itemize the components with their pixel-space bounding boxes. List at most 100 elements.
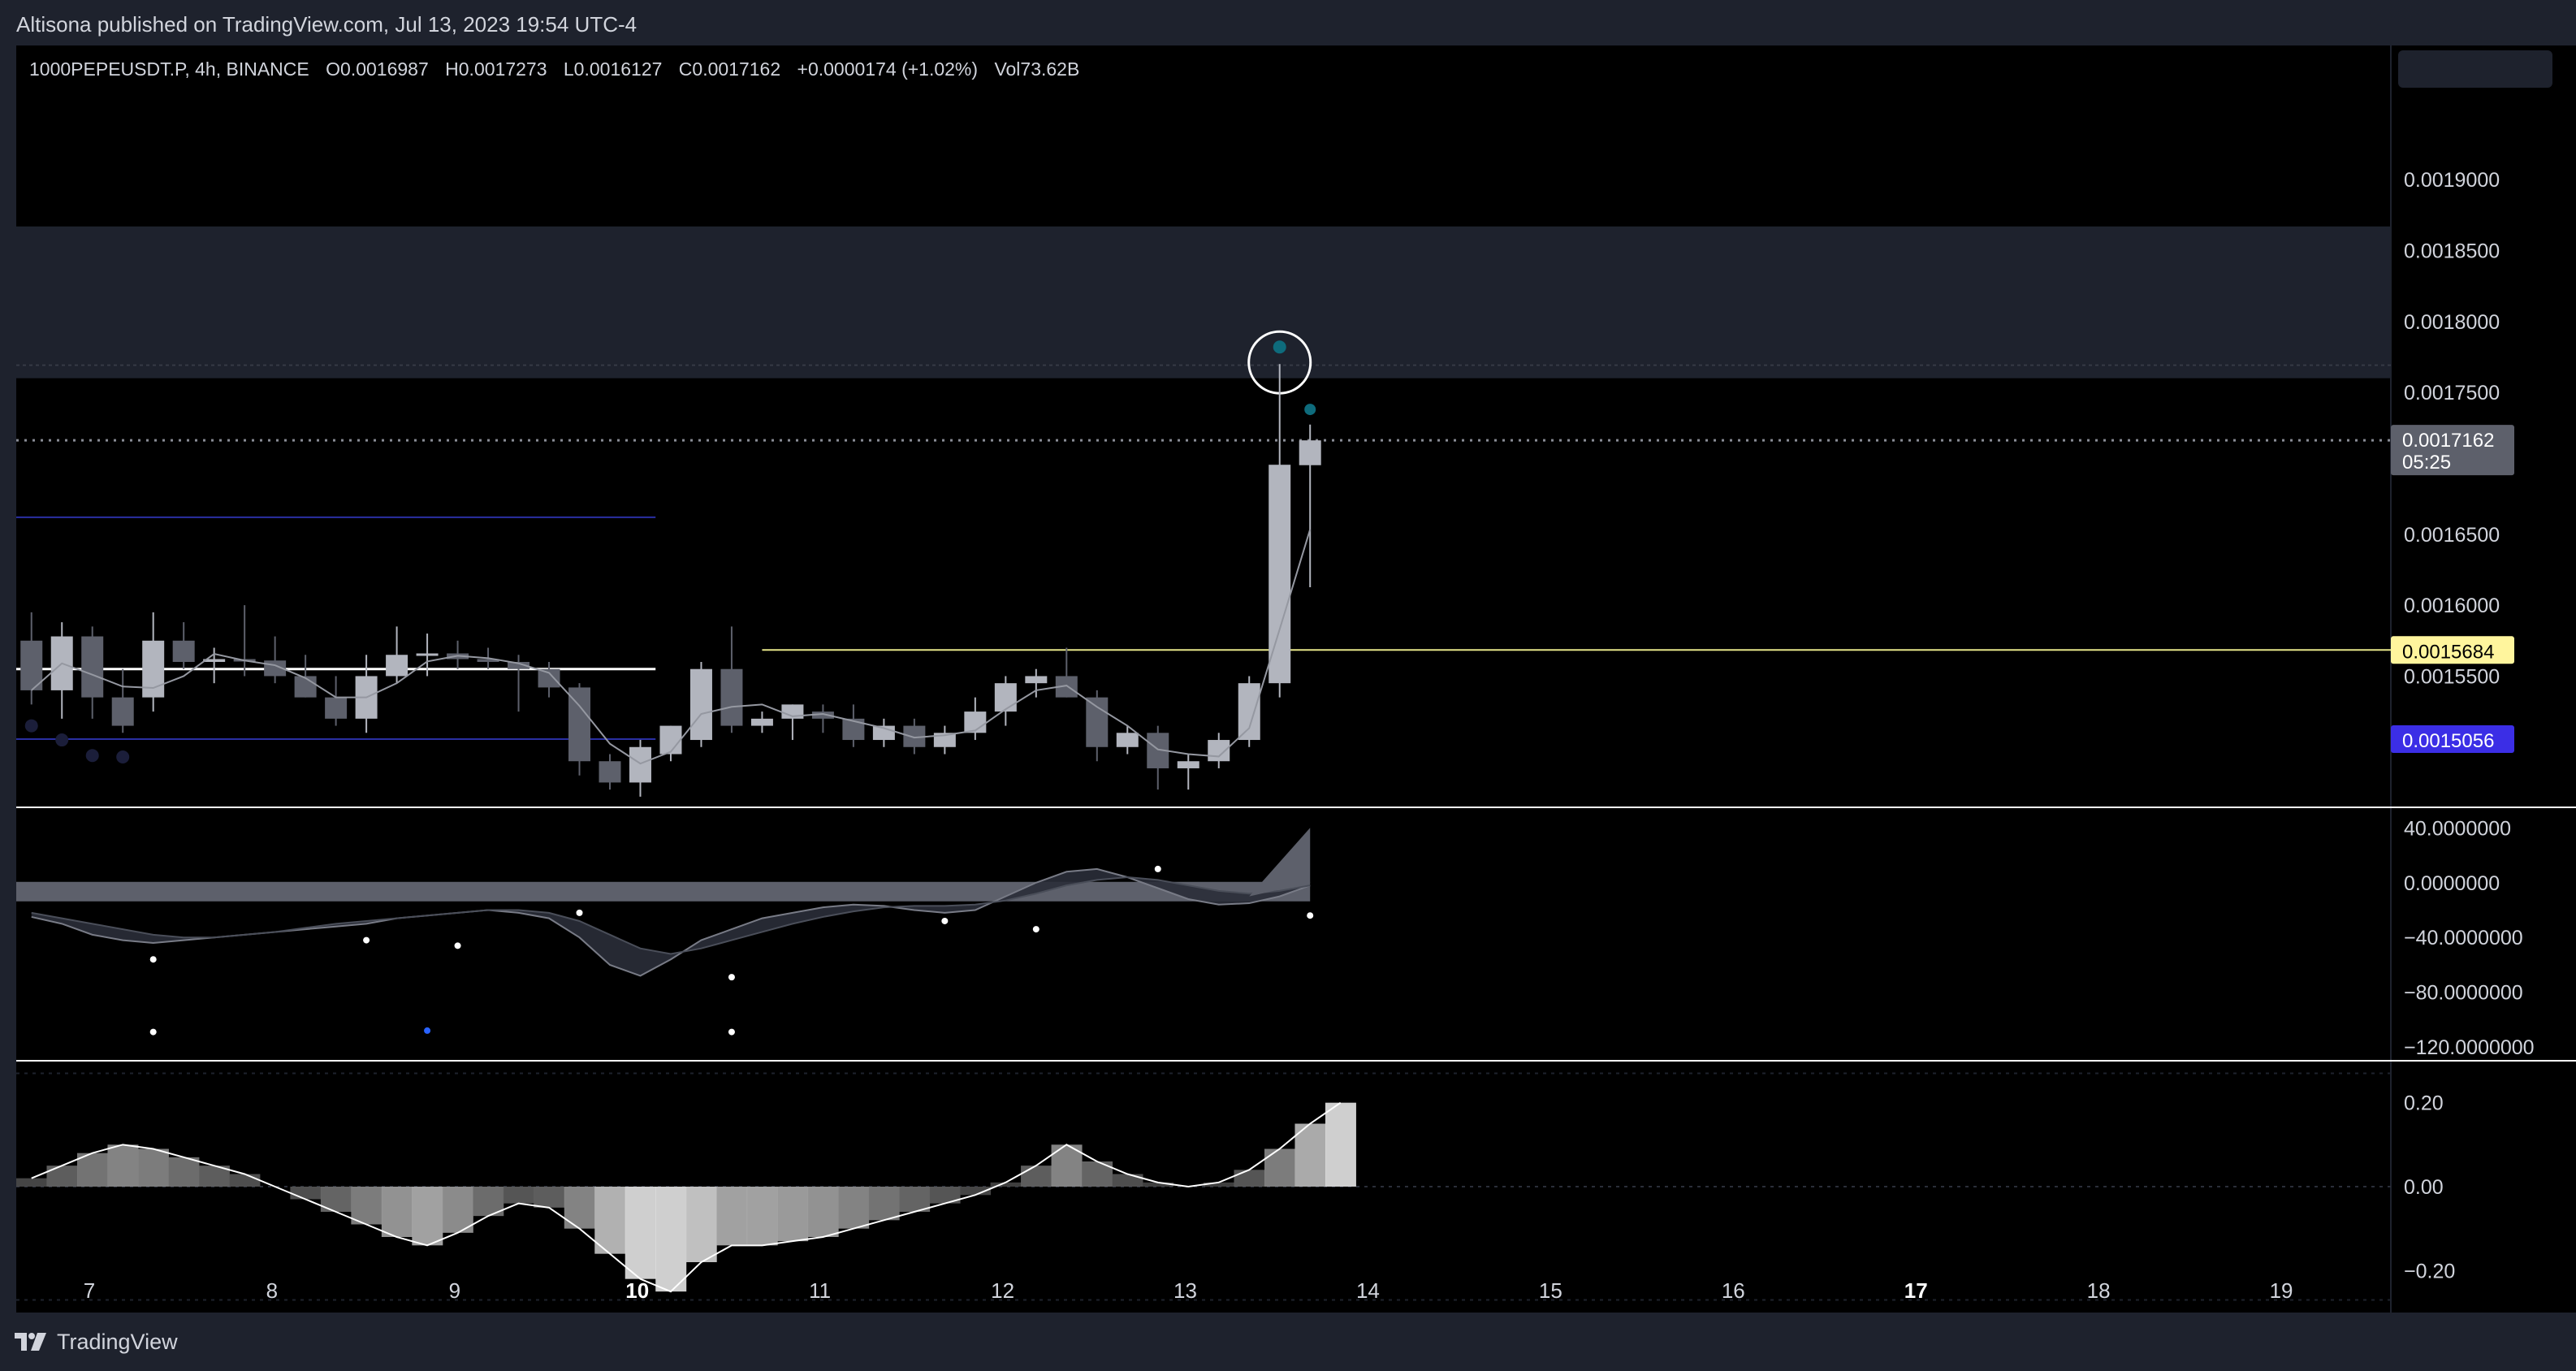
- histogram-bar: [625, 1187, 656, 1279]
- legend-low: L0.0016127: [564, 58, 663, 80]
- date-tick-label: 16: [1722, 1278, 1745, 1303]
- date-tick-label: 17: [1904, 1278, 1928, 1303]
- indicator-1-tick-label: 0.0000000: [2404, 872, 2500, 895]
- ohlc-legend: 1000PEPEUSDT.P, 4h, BINANCE O0.0016987 H…: [29, 58, 1079, 80]
- histogram-bar: [442, 1187, 473, 1233]
- date-tick-label: 12: [991, 1278, 1014, 1303]
- candle: [81, 626, 104, 719]
- indicator-1-dot: [363, 936, 370, 944]
- legend-close: C0.0017162: [679, 58, 780, 80]
- indicator-dot: [85, 749, 99, 763]
- indicator-dot: [55, 733, 69, 747]
- histogram-bar: [990, 1182, 1022, 1187]
- indicator-1-pane: [16, 828, 1314, 1036]
- candle: [811, 704, 834, 733]
- footer: TradingView: [0, 1313, 2576, 1371]
- candle: [538, 661, 560, 698]
- candle-body: [1238, 683, 1260, 741]
- candle: [1116, 725, 1139, 755]
- candle-body: [142, 640, 165, 698]
- candle-body: [964, 711, 987, 733]
- candle: [964, 697, 987, 741]
- histogram-bar: [137, 1148, 169, 1187]
- candle-body: [659, 725, 682, 755]
- candle-body: [81, 636, 104, 698]
- histogram-bar: [76, 1153, 108, 1187]
- signal-dot: [1273, 340, 1286, 354]
- histogram-bar: [534, 1187, 565, 1208]
- blue-level-tag: 0.0015056: [2391, 724, 2514, 753]
- histogram-bar: [868, 1187, 900, 1221]
- candle-body: [1025, 676, 1048, 684]
- candle-body: [1116, 733, 1139, 747]
- candle-body: [1086, 697, 1109, 747]
- candle: [568, 683, 591, 776]
- tradingview-logo[interactable]: TradingView: [15, 1329, 178, 1355]
- candle: [659, 725, 682, 762]
- indicator-1-tick-label: −80.0000000: [2404, 982, 2523, 1005]
- price-tick-label: 0.0018500: [2404, 240, 2500, 262]
- candle: [386, 626, 408, 684]
- candle-body: [325, 697, 348, 719]
- moving-average: [31, 529, 1312, 765]
- candle: [689, 661, 712, 747]
- date-tick-label: 15: [1539, 1278, 1562, 1303]
- histogram-bar: [777, 1187, 809, 1242]
- histogram-bar: [1204, 1182, 1234, 1187]
- candle-body: [1299, 440, 1321, 465]
- indicator-1-dot: [1032, 926, 1039, 933]
- candle-body: [538, 668, 560, 688]
- indicator-1-tick-label: 40.0000000: [2404, 817, 2511, 840]
- candle: [1299, 424, 1321, 587]
- time-axis: 7 8 9 10 11 12 13 14 15 16 17 18 19: [84, 1278, 2293, 1303]
- indicator-1-dot: [149, 956, 157, 963]
- zero-band: [16, 881, 1311, 902]
- histogram-bar: [1325, 1102, 1356, 1187]
- candle: [1025, 668, 1048, 698]
- candle-body: [629, 746, 651, 783]
- histogram-bar: [594, 1187, 626, 1254]
- candle: [1086, 690, 1109, 762]
- toolbar-widget[interactable]: [2398, 50, 2552, 88]
- indicator-2-line: [31, 1101, 1342, 1293]
- indicator-1-dot: [728, 1028, 735, 1036]
- candle-body: [1177, 761, 1199, 768]
- indicator-1-spike: [1249, 828, 1311, 897]
- date-tick-label: 13: [1173, 1278, 1197, 1303]
- date-tick-label: 9: [449, 1278, 460, 1303]
- signal-dot: [1304, 404, 1316, 416]
- histogram-bar: [1112, 1174, 1143, 1187]
- histogram-bar: [412, 1187, 443, 1246]
- histogram-bar: [1021, 1166, 1052, 1187]
- publish-header: Altisona published on TradingView.com, J…: [0, 0, 2576, 45]
- indicator-1-dot: [1307, 912, 1314, 919]
- blue-level-tag-bg: [2391, 724, 2514, 753]
- indicator-2-tick-label: 0.20: [2404, 1092, 2444, 1115]
- legend-symbol: 1000PEPEUSDT.P, 4h, BINANCE: [29, 58, 309, 80]
- histogram-bar: [168, 1157, 200, 1187]
- candle: [416, 634, 439, 677]
- indicator-1-tick-label: −120.0000000: [2404, 1036, 2535, 1059]
- histogram-bar: [564, 1187, 595, 1229]
- chart-area[interactable]: 0.0019000 0.0018500 0.0018000 0.0017500 0.00…: [0, 45, 2576, 1313]
- price-tick-label: 0.0016500: [2404, 524, 2500, 547]
- candle: [508, 655, 530, 712]
- candle: [994, 676, 1017, 726]
- date-tick-label: 7: [84, 1278, 95, 1303]
- legend-change: +0.0000174 (+1.02%): [797, 58, 979, 80]
- histogram-bar: [655, 1187, 687, 1292]
- candle: [1269, 364, 1291, 698]
- candle-body: [811, 711, 834, 719]
- indicator-1-line-b: [31, 876, 1311, 955]
- indicator-dot: [116, 750, 130, 763]
- indicator-1-dot: [454, 942, 461, 949]
- indicator-1-dot: [728, 974, 735, 981]
- candle-body: [172, 640, 195, 662]
- histogram-bar: [1294, 1123, 1326, 1187]
- histogram-bar: [381, 1187, 413, 1237]
- date-tick-label: 11: [809, 1278, 831, 1303]
- indicator-2-tick-label: −0.20: [2404, 1260, 2455, 1282]
- histogram-bar: [960, 1187, 992, 1196]
- histogram-bar: [46, 1166, 78, 1187]
